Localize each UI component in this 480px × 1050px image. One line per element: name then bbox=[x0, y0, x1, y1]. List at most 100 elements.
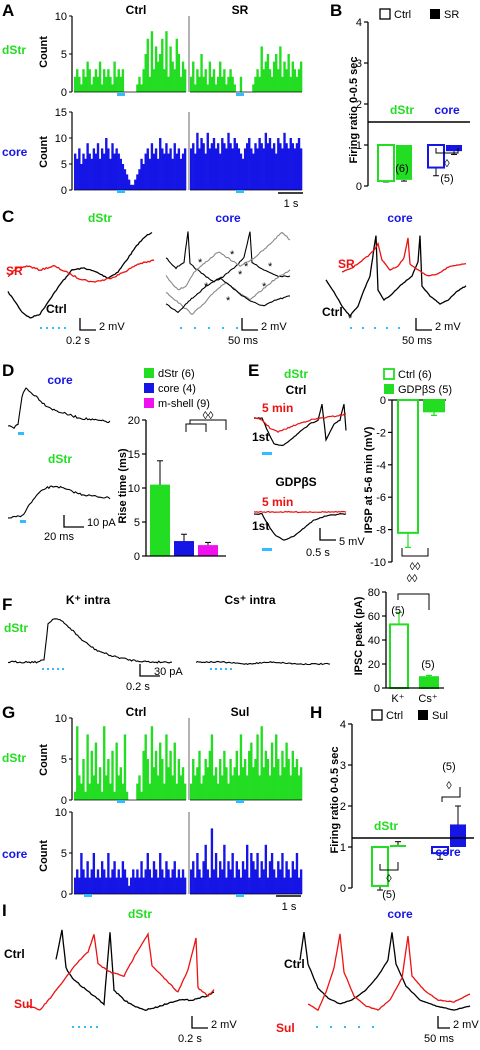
c-dstr-scale-bar bbox=[79, 318, 96, 331]
a-core-sr-bin bbox=[250, 148, 253, 190]
f-bars bbox=[386, 611, 444, 690]
a-dstr-ctrl-bin bbox=[159, 54, 162, 92]
g-core-sul-bin bbox=[287, 869, 290, 894]
a-dstr-ctrl-bin bbox=[138, 76, 141, 92]
g-core-sul-bin bbox=[235, 861, 238, 894]
g-dstr-ctrl-bin bbox=[144, 734, 147, 800]
g-core-ctrl-bin bbox=[100, 861, 104, 894]
g-stim-bar-core-ctrl bbox=[84, 894, 92, 897]
b-y-axis: 0 1 2 3 4 bbox=[356, 17, 457, 193]
g-core-sul-bin bbox=[202, 861, 205, 894]
g-dstr-sul-bin bbox=[287, 759, 290, 800]
c-dstr-sr-trace bbox=[7, 259, 155, 283]
c-core-sweeps-stim-2 bbox=[208, 327, 210, 329]
g-core-ctrl-bin bbox=[88, 877, 91, 894]
a-dstr-ctrl-bin bbox=[84, 76, 87, 92]
h-dstr-sig-bracket bbox=[379, 862, 399, 871]
d-core-stim bbox=[18, 432, 24, 435]
a-core-sr-bin bbox=[299, 148, 303, 190]
g-dstr-ctrl-bin bbox=[109, 783, 112, 800]
g-dstr-ctrl-bin bbox=[98, 767, 102, 800]
a-core-ctrl-bin bbox=[74, 153, 77, 190]
g-dstr-ctrl-bin bbox=[136, 783, 139, 800]
a-core-sr-bin bbox=[283, 132, 286, 190]
g-core-sul-bin bbox=[258, 877, 261, 894]
d-scale-pa: 10 pA bbox=[87, 517, 116, 529]
g-dstr-ctrl-ytick-label: 5 bbox=[61, 754, 67, 766]
g-core-ctrl-bin bbox=[173, 861, 176, 894]
a-core-ctrl-bin bbox=[140, 158, 143, 190]
panel-e-label: E bbox=[248, 361, 259, 380]
c-core-sr-trace bbox=[341, 237, 467, 277]
g-dstr-ctrl-bin bbox=[74, 791, 77, 800]
i-core-ctrl-trace bbox=[299, 932, 471, 1011]
a-core-ctrl-bin bbox=[169, 148, 172, 190]
g-core-ctrl-bin bbox=[92, 853, 96, 894]
g-core-ctrl-bin bbox=[74, 877, 77, 894]
a-core-sr-bin bbox=[223, 143, 226, 190]
a-dstr-ctrl-bin bbox=[161, 38, 164, 92]
g-col-ctrl-title: Ctrl bbox=[126, 705, 147, 719]
a-core-ctrl-bin bbox=[98, 158, 102, 190]
g-core-ctrl-bin bbox=[130, 877, 133, 894]
g-dstr-ctrl-bin bbox=[181, 767, 185, 800]
g-core-sul-bin bbox=[297, 877, 301, 894]
h-y-axis-tick-label: 2 bbox=[340, 801, 346, 813]
g-core-sul-bin bbox=[299, 869, 303, 894]
i-core-ctrl-label: Ctrl bbox=[284, 957, 305, 971]
a-core-sr-bin bbox=[231, 148, 234, 190]
a-core-ctrl-ytick-label: 15 bbox=[55, 107, 67, 119]
c-core-sr-label: SR bbox=[338, 257, 355, 271]
a-dstr-sr-bin bbox=[229, 69, 232, 92]
f-stim-3 bbox=[57, 668, 59, 670]
h-legend-ctrl-label: Ctrl bbox=[386, 710, 403, 722]
g-dstr-ctrl-bin bbox=[119, 767, 122, 800]
g-core-ctrl-bin bbox=[138, 877, 141, 894]
a-core-ctrl-bin bbox=[94, 153, 98, 190]
c-core-scale-ms: 50 ms bbox=[402, 335, 432, 347]
a-dstr-ctrl-bin bbox=[121, 69, 125, 92]
a-dstr-ctrl-bin bbox=[148, 76, 152, 92]
g-core-ctrl-bin bbox=[181, 869, 185, 894]
g-dstr-sul-bin bbox=[291, 750, 294, 800]
f-scale-pa: 30 pA bbox=[154, 666, 183, 678]
a-core-ctrl-bin bbox=[121, 164, 125, 190]
g-core-ctrl-bin bbox=[154, 869, 158, 894]
g-dstr-ctrl-bin bbox=[84, 791, 87, 800]
c-core-title-1: core bbox=[215, 211, 241, 225]
g-core-ctrl-bin bbox=[90, 869, 93, 894]
e-y-axis-tick-label: -8 bbox=[376, 525, 386, 537]
g-core-count-axis-label: Count bbox=[38, 840, 50, 872]
c-core-sweep-1 bbox=[165, 231, 291, 291]
g-dstr-sul-bin bbox=[246, 775, 249, 800]
g-core-sul-bin bbox=[206, 869, 209, 894]
g-dstr-sul-bin bbox=[223, 750, 226, 800]
c-core-asterisk-2: * bbox=[244, 261, 249, 273]
a-dstr-ctrl-bin bbox=[86, 61, 89, 92]
h-y-axis-tick-label: 1 bbox=[340, 842, 346, 854]
g-core-sul-bin bbox=[243, 869, 247, 894]
a-core-ctrl-bin bbox=[142, 164, 145, 190]
g-core-sul-bin bbox=[248, 877, 251, 894]
b-y-axis-tick-label: 2 bbox=[356, 99, 362, 111]
g-core-sul-bin bbox=[200, 877, 203, 894]
g-core-ctrl-bin bbox=[98, 877, 102, 894]
g-dstr-ctrl-bin bbox=[159, 742, 162, 800]
g-core-ctrl-bin bbox=[146, 853, 149, 894]
c-core-asterisk-7: * bbox=[262, 281, 267, 293]
i-dstr-stim-3 bbox=[90, 1026, 92, 1028]
a-dstr-sr-bin bbox=[295, 76, 299, 92]
g-core-sul-bin bbox=[227, 861, 230, 894]
a-dstr-ctrl-bin bbox=[177, 54, 181, 92]
g-core-sul-bin bbox=[277, 861, 280, 894]
g-dstr-sul-bin bbox=[233, 767, 236, 800]
a-dstr-sr-bin bbox=[227, 76, 230, 92]
g-core-ctrl-bin bbox=[148, 869, 152, 894]
d-scale-bar bbox=[63, 515, 84, 528]
g-row-dstr-label: dStr bbox=[2, 751, 26, 765]
f-y-axis-tick-label: 80 bbox=[368, 587, 380, 599]
g-dstr-ctrl-bin bbox=[86, 734, 89, 800]
d-legend-dstr-swatch bbox=[144, 368, 154, 378]
a-dstr-ctrl-bin bbox=[82, 69, 85, 92]
d-legend-core-label: core (4) bbox=[158, 383, 196, 395]
